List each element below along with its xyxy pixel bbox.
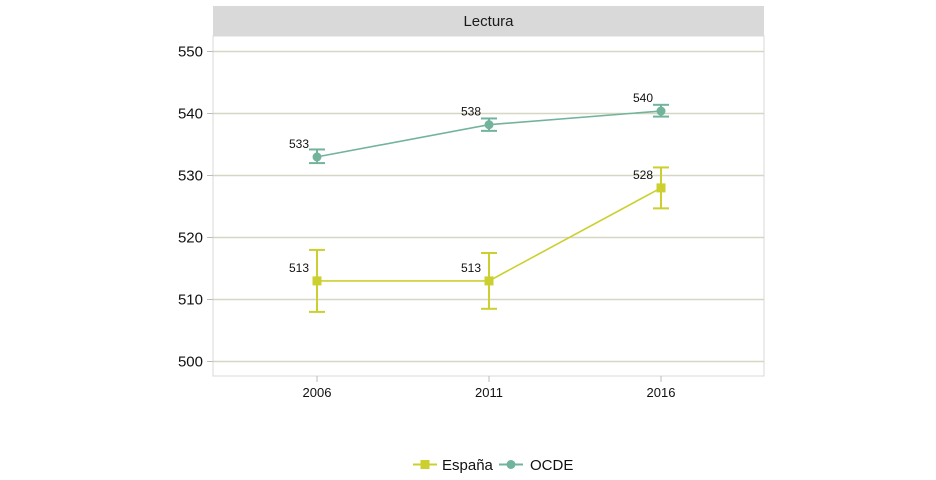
- plot-panel: [212, 35, 765, 377]
- legend-label: España: [442, 457, 494, 474]
- facet-strip-label: Lectura: [463, 13, 514, 30]
- legend: España OCDE: [413, 457, 573, 474]
- series-ocde: 533 538 540: [289, 91, 669, 165]
- data-point: [484, 276, 494, 286]
- x-tick-label: 2016: [647, 385, 676, 400]
- y-axis: 500 510 520 530 540 550: [178, 44, 213, 371]
- legend-label: OCDE: [530, 457, 573, 474]
- data-label: 513: [289, 261, 309, 275]
- legend-item-ocde: OCDE: [499, 457, 573, 474]
- y-tick-label: 540: [178, 106, 203, 123]
- series-españa: 513 513 528: [289, 166, 669, 313]
- y-tick-label: 500: [178, 354, 203, 371]
- y-tick-label: 550: [178, 44, 203, 61]
- data-point: [656, 183, 666, 193]
- data-label: 528: [633, 168, 653, 182]
- y-tick-label: 510: [178, 292, 203, 309]
- data-point: [312, 152, 322, 162]
- y-tick-label: 530: [178, 168, 203, 185]
- series-layer: 513 513 528 533 538 540: [289, 91, 669, 313]
- x-tick-label: 2006: [303, 385, 332, 400]
- data-label: 538: [461, 105, 481, 119]
- x-axis: 2006 2011 2016: [303, 376, 676, 400]
- data-label: 513: [461, 261, 481, 275]
- data-label: 533: [289, 137, 309, 151]
- x-tick-label: 2011: [475, 385, 503, 400]
- legend-marker: [420, 460, 430, 469]
- legend-marker: [506, 460, 516, 469]
- data-point: [312, 276, 322, 286]
- facet-strip: [213, 6, 764, 36]
- data-label: 540: [633, 91, 653, 105]
- legend-item-españa: España: [413, 457, 494, 474]
- data-point: [484, 120, 494, 130]
- y-tick-label: 520: [178, 230, 203, 247]
- data-point: [656, 106, 666, 116]
